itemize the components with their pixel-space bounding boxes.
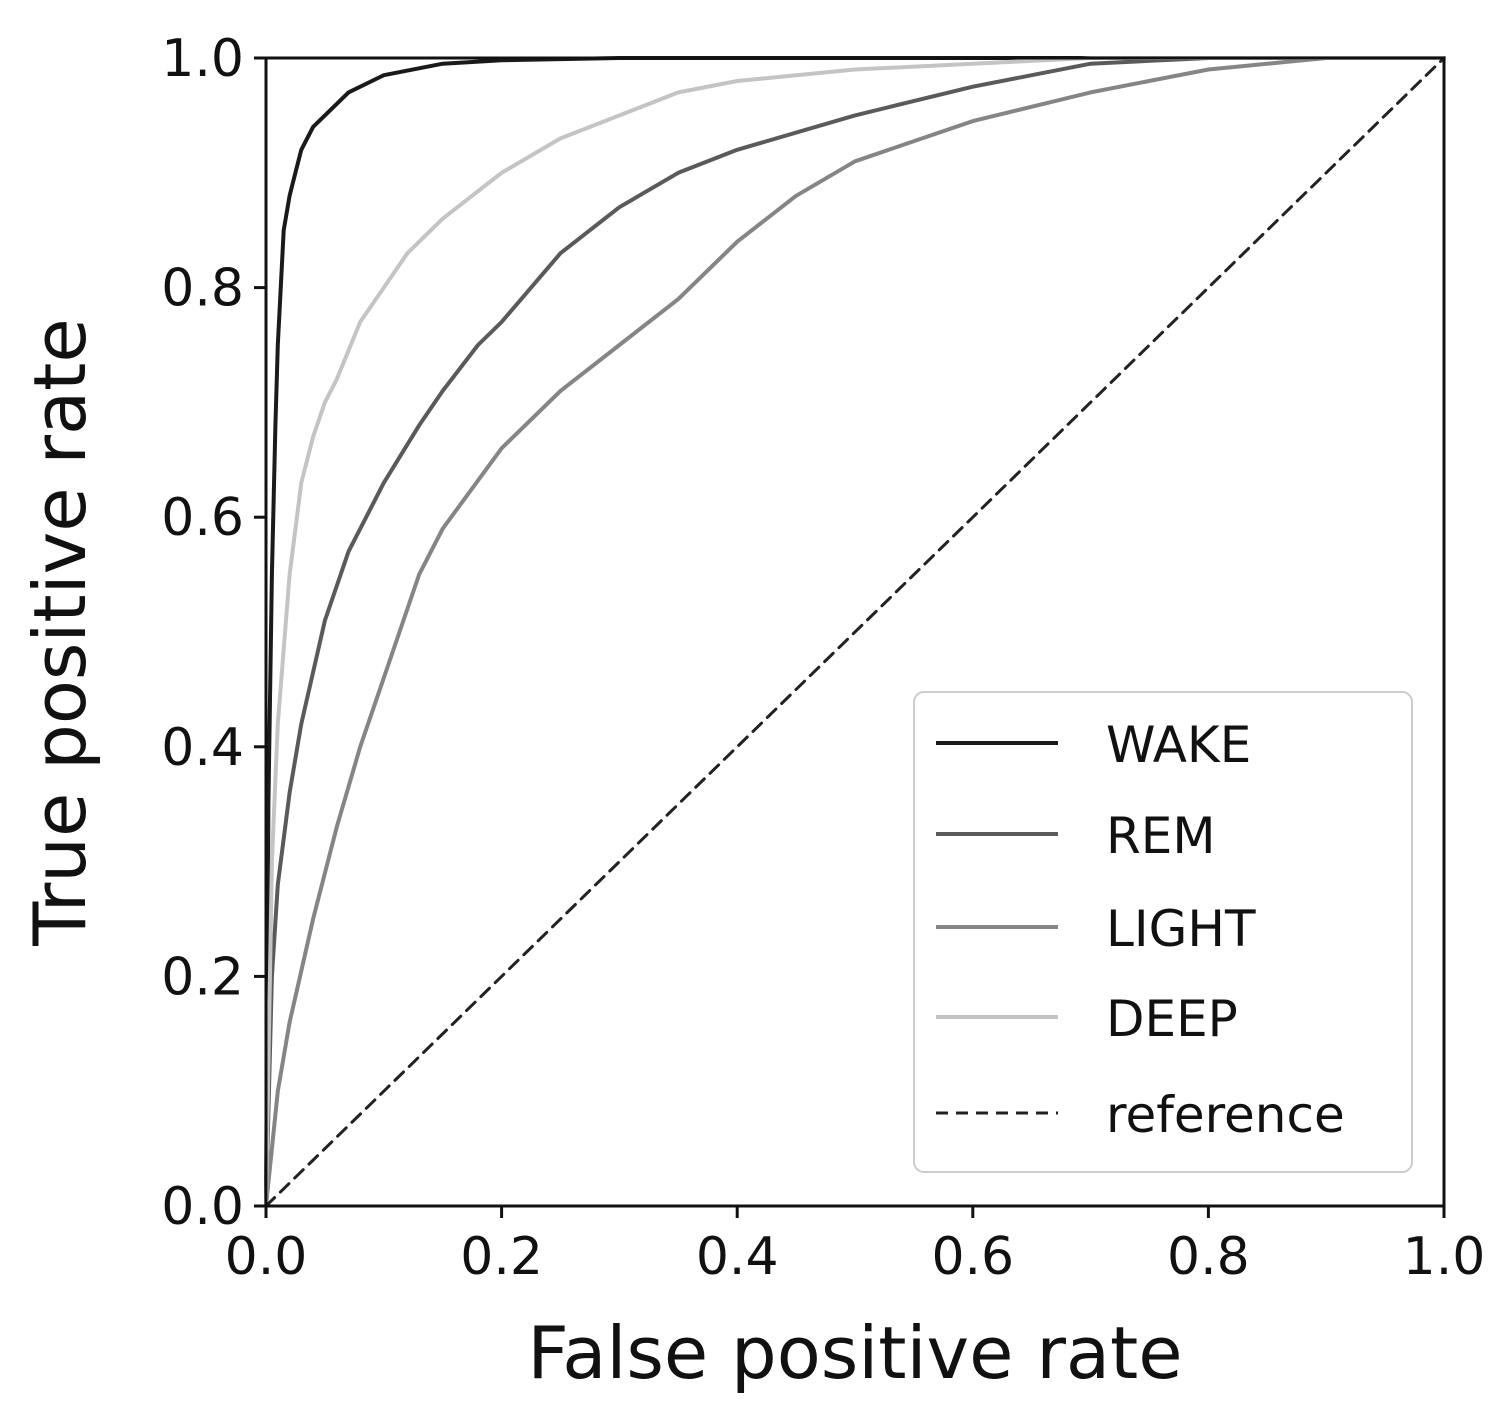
legend: WAKE REM LIGHT DEEP reference (913, 691, 1413, 1173)
x-tick-label: 0.2 (460, 1227, 543, 1287)
y-tick-label: 0.2 (161, 947, 244, 1007)
series-line-rem (264, 56, 1446, 1208)
series-line-deep (264, 56, 1446, 1208)
y-tick-label: 1.0 (161, 29, 244, 89)
series-line-wake (264, 56, 1446, 1208)
y-tick-label: 0.8 (161, 259, 244, 319)
x-tick-label: 0.0 (225, 1227, 308, 1287)
legend-label-deep: DEEP (1106, 990, 1238, 1048)
plot-frame (264, 56, 1446, 1208)
legend-label-rem: REM (1106, 807, 1215, 865)
y-tick-label: 0.4 (161, 718, 244, 778)
ticks-layer: 0.0 0.2 0.4 0.6 0.8 1.0 0.0 0.2 0.4 0.6 0.8 1.0 (161, 29, 1485, 1287)
x-axis-title: False positive rate (527, 1311, 1182, 1395)
legend-entries: WAKE REM LIGHT DEEP reference (936, 716, 1345, 1144)
y-tick-label: 0.0 (161, 1177, 244, 1237)
series-layer (264, 56, 1446, 1208)
x-tick-label: 0.8 (1167, 1227, 1250, 1287)
legend-box (913, 691, 1413, 1173)
x-tick-label: 0.6 (931, 1227, 1014, 1287)
series-line-reference (264, 56, 1446, 1208)
legend-label-reference: reference (1106, 1086, 1345, 1144)
y-axis-title: True positive rate (18, 318, 102, 946)
legend-label-wake: WAKE (1106, 716, 1251, 774)
series-line-light (264, 56, 1446, 1208)
x-tick-label: 0.4 (696, 1227, 779, 1287)
x-tick-label: 1.0 (1403, 1227, 1486, 1287)
legend-label-light: LIGHT (1106, 900, 1256, 958)
y-tick-label: 0.6 (161, 488, 244, 548)
